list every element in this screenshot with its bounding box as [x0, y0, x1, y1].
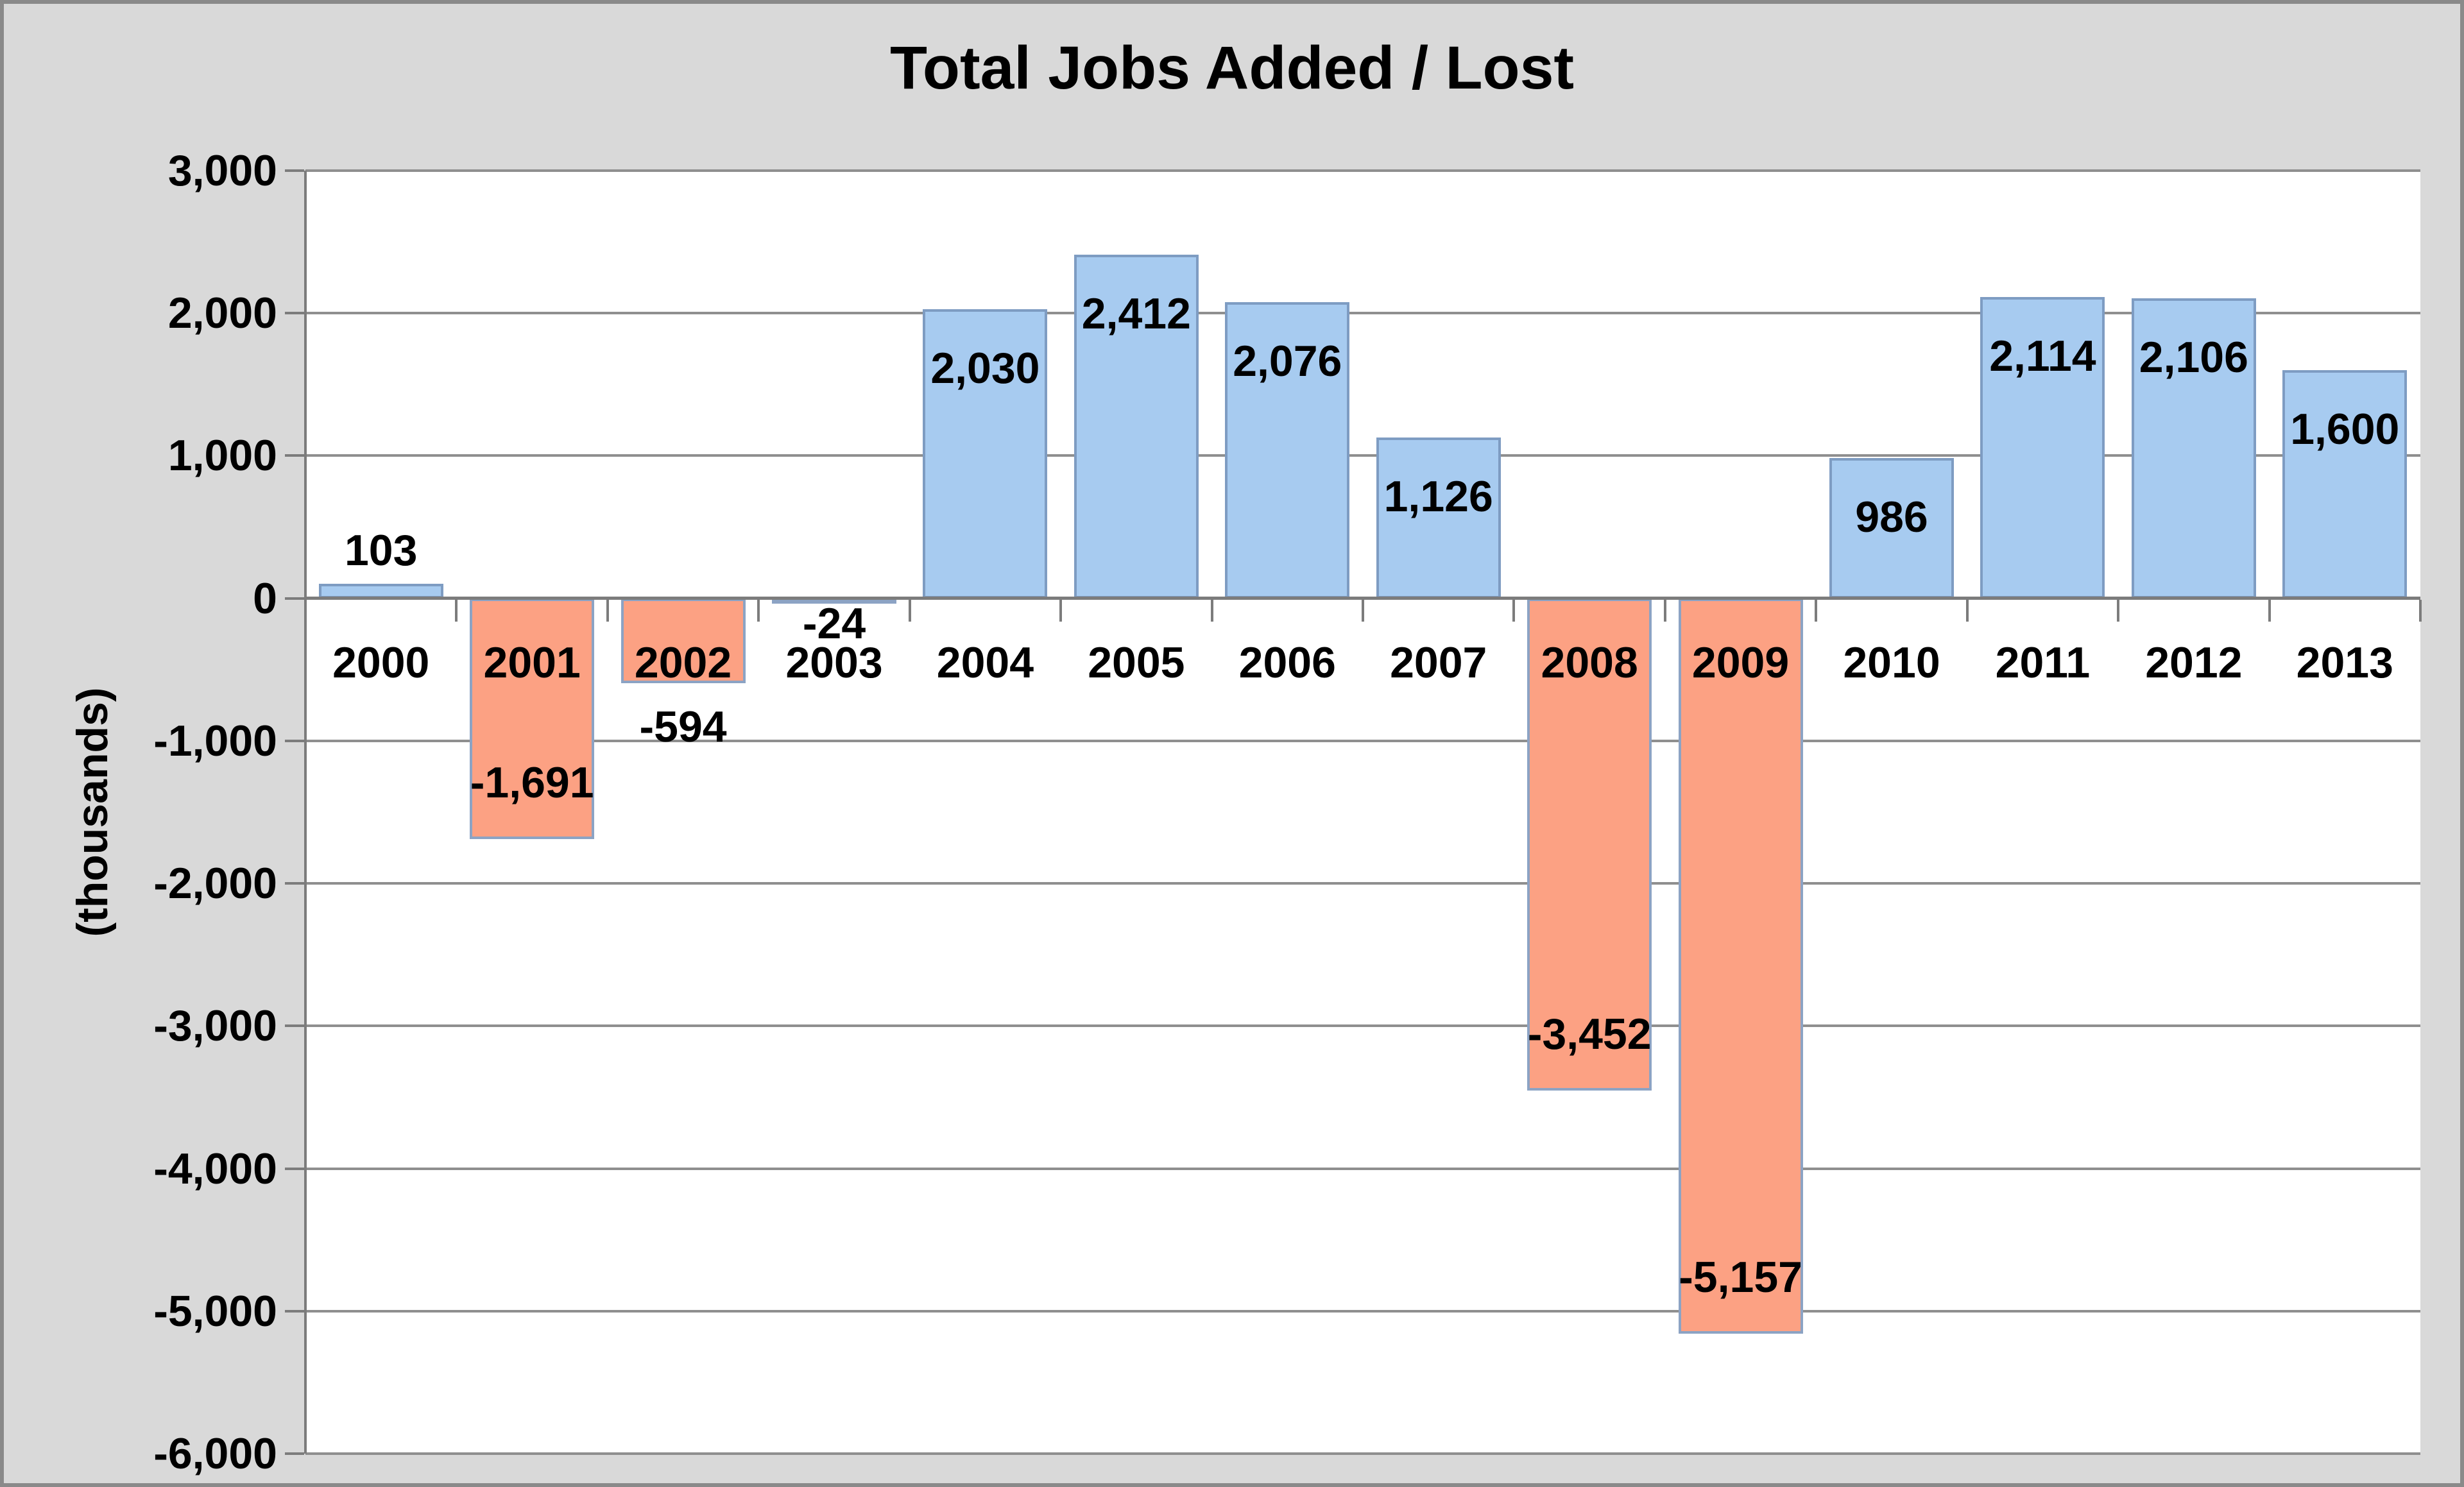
x-axis-tick — [757, 599, 760, 622]
category-label: 2006 — [1238, 638, 1336, 687]
y-axis-tick — [285, 169, 304, 172]
chart-title: Total Jobs Added / Lost — [889, 34, 1575, 102]
y-axis-line — [304, 171, 307, 1454]
gridline — [305, 454, 2420, 457]
x-axis-tick — [304, 599, 307, 622]
y-axis-tick — [285, 1167, 304, 1170]
x-axis-tick — [1815, 599, 1818, 622]
gridline — [305, 312, 2420, 315]
y-tick-label: 2,000 — [167, 289, 277, 338]
bar-positive — [1980, 296, 2105, 599]
y-axis-tick — [285, 1452, 304, 1455]
bar-value-label: 103 — [344, 525, 418, 575]
gridline — [305, 739, 2420, 742]
category-label: 2010 — [1843, 638, 1940, 687]
bar-value-label: 1,600 — [2290, 405, 2400, 454]
x-axis-tick — [2419, 599, 2422, 622]
y-tick-label: -1,000 — [153, 716, 277, 765]
y-tick-label: 0 — [253, 574, 277, 623]
x-axis-tick — [2268, 599, 2271, 622]
y-tick-label: 1,000 — [167, 431, 277, 480]
category-label: 2012 — [2145, 638, 2243, 687]
bar-positive — [923, 309, 1048, 599]
y-tick-label: -6,000 — [153, 1429, 277, 1478]
bar-positive — [2131, 298, 2256, 599]
bar-positive — [1376, 438, 1501, 599]
y-tick-label: -2,000 — [153, 859, 277, 908]
y-tick-label: -3,000 — [153, 1001, 277, 1051]
bar-positive — [2282, 370, 2408, 599]
bar-value-label: 2,076 — [1233, 337, 1342, 386]
category-label: 2005 — [1088, 638, 1185, 687]
x-axis-tick — [1512, 599, 1516, 622]
gridline — [305, 1024, 2420, 1028]
y-axis-tick — [285, 454, 304, 457]
y-tick-label: -5,000 — [153, 1286, 277, 1336]
x-axis-tick — [2117, 599, 2120, 622]
category-label: 2009 — [1691, 638, 1790, 687]
y-axis-tick — [285, 1024, 304, 1028]
category-label: 2007 — [1390, 638, 1487, 687]
bar-negative — [1678, 598, 1803, 1334]
bar-positive — [1074, 254, 1199, 599]
category-label: 2001 — [483, 638, 581, 687]
x-axis-line — [305, 597, 2420, 600]
gridline — [305, 1309, 2420, 1313]
x-axis-tick — [1362, 599, 1364, 622]
y-axis-tick — [285, 312, 304, 315]
category-label: 2000 — [332, 638, 430, 687]
y-tick-label: -4,000 — [153, 1144, 277, 1193]
bar-value-label: -594 — [639, 702, 727, 751]
y-axis-tick — [285, 739, 304, 742]
bar-value-label: -3,452 — [1527, 1009, 1652, 1058]
category-label: 2013 — [2296, 638, 2393, 687]
gridline — [305, 1167, 2420, 1170]
y-axis-tick — [285, 1309, 304, 1313]
x-axis-tick — [606, 599, 609, 622]
bar-value-label: 2,412 — [1081, 289, 1191, 338]
gridline — [305, 882, 2420, 885]
x-axis-tick — [1965, 599, 1969, 622]
bar-positive — [1225, 302, 1350, 599]
x-axis-tick — [455, 599, 458, 622]
bar-value-label: 1,126 — [1383, 472, 1493, 522]
category-label: 2003 — [785, 638, 883, 687]
gridline — [305, 169, 2420, 172]
x-axis-tick — [1059, 599, 1063, 622]
x-axis-tick — [908, 599, 911, 622]
y-tick-label: 3,000 — [167, 146, 277, 195]
bar-value-label: -5,157 — [1679, 1252, 1802, 1302]
category-label: 2011 — [1995, 638, 2091, 687]
gridline — [305, 1452, 2420, 1455]
bar-positive — [1829, 457, 1954, 599]
bar-value-label: 2,106 — [2139, 332, 2248, 382]
category-label: 2004 — [936, 638, 1034, 687]
y-axis-tick — [285, 597, 304, 600]
bar-value-label: -24 — [802, 599, 866, 648]
bar-negative — [620, 598, 746, 683]
bar-value-label: 2,030 — [930, 343, 1040, 393]
y-axis-tick — [285, 882, 304, 885]
x-axis-tick — [1210, 599, 1213, 622]
bar-value-label: 2,114 — [1989, 331, 2096, 380]
x-axis-tick — [1663, 599, 1666, 622]
category-label: 2008 — [1541, 638, 1638, 687]
bar-negative — [1527, 598, 1652, 1091]
category-label: 2002 — [634, 638, 732, 687]
bar-value-label: -1,691 — [470, 758, 594, 808]
bar-value-label: 986 — [1855, 492, 1928, 541]
